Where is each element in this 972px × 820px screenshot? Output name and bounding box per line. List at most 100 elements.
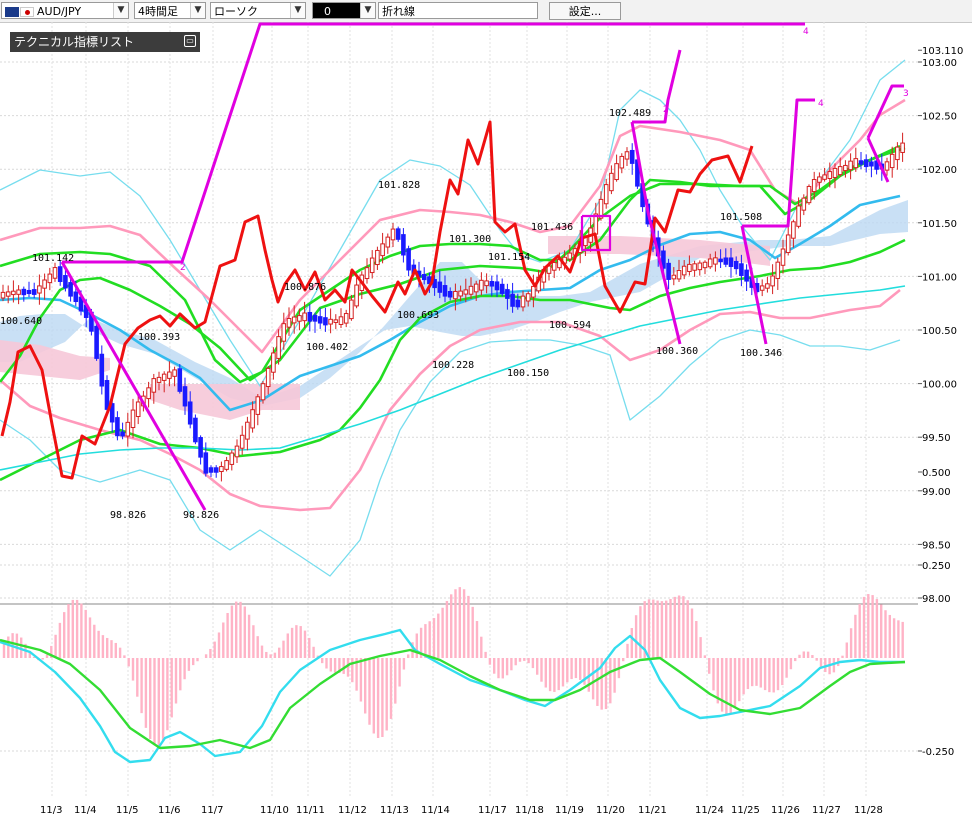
price-tick-label: 98.50	[922, 540, 951, 551]
candle-body	[458, 290, 463, 297]
candle-body	[681, 265, 687, 276]
candle-body	[609, 172, 614, 192]
macd-tick-label: -0.250	[922, 747, 954, 758]
candle-body	[42, 279, 47, 289]
candle-body	[499, 283, 505, 294]
candle-body	[281, 323, 287, 342]
candle-body	[531, 285, 536, 298]
candle-body	[380, 243, 385, 257]
candle-body	[728, 257, 734, 267]
candle-body	[260, 383, 266, 401]
price-tick-label: 98.00	[922, 594, 951, 605]
price-tick-label: 102.50	[922, 112, 957, 123]
chevron-down-icon[interactable]: ▼	[290, 3, 305, 18]
candle-body	[229, 452, 235, 465]
indicator-select[interactable]: 0 ▼	[312, 2, 376, 19]
candle-body	[276, 336, 281, 359]
candle-body	[863, 159, 869, 168]
zigzag-label: 2	[663, 105, 669, 115]
candle-body	[406, 248, 411, 271]
candle-body	[629, 149, 635, 164]
indicator-label: 0	[324, 5, 331, 18]
candle-body	[843, 164, 848, 172]
price-label: 101.142	[32, 253, 74, 264]
price-tick-label: 101.00	[922, 272, 957, 283]
candle-body	[442, 285, 448, 297]
price-label: 100.876	[284, 282, 326, 293]
candle-body	[177, 368, 183, 392]
indicator-list-panel[interactable]: テクニカル指標リスト ▭	[10, 32, 200, 52]
candle-body	[328, 318, 333, 325]
zigzag-segment	[632, 49, 682, 124]
price-label: 100.360	[656, 346, 698, 357]
candle-body	[453, 290, 458, 300]
chart-type-label: ローソク	[214, 5, 258, 18]
settings-button[interactable]: 設定...	[549, 2, 621, 20]
date-tick-label: 11/4	[74, 805, 96, 816]
macd-tick-label: 0.500	[922, 468, 951, 479]
candle-body	[37, 285, 42, 294]
price-tick-label: 101.50	[922, 219, 957, 230]
date-tick-label: 11/28	[854, 805, 883, 816]
candle-body	[5, 291, 11, 297]
chart-type-select[interactable]: ローソク ▼	[210, 2, 306, 19]
zigzag-segment	[62, 22, 805, 264]
price-tick-label: 99.00	[922, 487, 951, 498]
candle-body	[104, 380, 110, 410]
candle-body	[250, 409, 255, 429]
flag-icon	[20, 7, 34, 17]
minimize-icon[interactable]: ▭	[184, 35, 196, 47]
candle-body	[224, 460, 229, 470]
price-label: 100.393	[138, 332, 180, 343]
candle-body	[203, 452, 209, 474]
candle-body	[182, 386, 188, 407]
candle-body	[115, 417, 120, 437]
candle-body	[806, 185, 812, 204]
chevron-down-icon[interactable]: ▼	[113, 3, 128, 18]
candle-body	[63, 275, 68, 289]
price-label: 100.228	[432, 360, 474, 371]
price-tick-label: 103.110	[922, 46, 963, 57]
ma-long-line	[0, 285, 906, 471]
price-label: 100.150	[507, 368, 549, 379]
candle-body	[661, 250, 666, 269]
symbol-select[interactable]: AUD/JPY ▼	[1, 2, 129, 19]
price-tick-label: 103.00	[922, 58, 957, 69]
candle-body	[525, 293, 531, 302]
candle-body	[161, 373, 167, 381]
candle-body	[135, 401, 141, 418]
candle-body	[317, 316, 323, 324]
price-tick-label: 102.00	[922, 165, 957, 176]
candle-body	[57, 266, 63, 282]
signal-line	[0, 638, 906, 750]
candle-body	[780, 248, 786, 266]
cloud-bearish	[0, 340, 110, 380]
candle-body	[447, 291, 453, 298]
candle-body	[671, 274, 677, 280]
chevron-down-icon[interactable]: ▼	[360, 3, 375, 18]
date-tick-label: 11/7	[201, 805, 223, 816]
candle-body	[307, 311, 313, 322]
bollinger-lower-2	[0, 329, 901, 577]
date-tick-label: 11/17	[478, 805, 507, 816]
candle-body	[874, 160, 879, 170]
candle-body	[286, 317, 292, 328]
date-tick-label: 11/18	[515, 805, 544, 816]
chevron-down-icon[interactable]: ▼	[190, 3, 205, 18]
candle-body	[401, 234, 406, 256]
price-label: 98.826	[110, 510, 146, 521]
candle-body	[900, 142, 905, 153]
candle-body	[869, 161, 874, 167]
date-tick-label: 11/19	[555, 805, 584, 816]
cloud-bullish	[0, 200, 908, 406]
candle-body	[884, 161, 890, 171]
candle-body	[739, 263, 744, 276]
line-type-field[interactable]: 折れ線	[378, 2, 538, 19]
candle-body	[172, 369, 177, 377]
timeframe-select[interactable]: 4時間足 ▼	[134, 2, 206, 19]
candle-body	[624, 151, 630, 160]
price-tick-label: 99.50	[922, 433, 951, 444]
candle-body	[395, 228, 401, 240]
